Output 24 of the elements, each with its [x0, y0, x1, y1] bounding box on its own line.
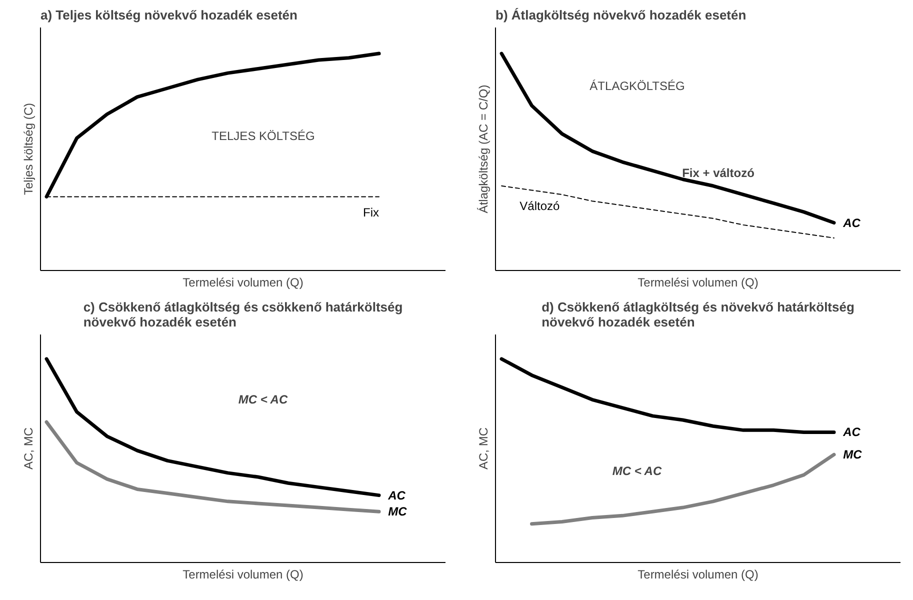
chart-title: d) Csökkenő átlagköltség és növekvő határköltség növekvő hozadék esetén — [542, 300, 854, 330]
series-label: AC — [842, 425, 861, 440]
chart-title: b) Átlagköltség növekvő hozadék esetén — [496, 8, 746, 22]
x-axis-title: Termelési volumen (Q) — [182, 568, 304, 582]
y-axis-title: Teljes költség (C) — [22, 102, 36, 196]
annotation: Fix + változó — [682, 166, 754, 180]
y-axis-title: AC, MC — [22, 427, 36, 470]
series-label: MC — [843, 448, 862, 462]
x-axis-title: Termelési volumen (Q) — [182, 276, 304, 290]
chart-title: a) Teljes költség növekvő hozadék esetén — [40, 8, 298, 22]
chart-title: c) Csökkenő átlagköltség és csökkenő határköltség növekvő hozadék esetén — [83, 300, 403, 330]
x-axis-title: Termelési volumen (Q) — [638, 568, 758, 582]
annotation: TELJES KÖLTSÉG — [212, 128, 315, 143]
series-label: Fix — [363, 205, 380, 220]
series-label: AC — [387, 488, 406, 502]
series-label: Változó — [520, 198, 560, 213]
series-label: AC — [842, 216, 861, 230]
annotation: ÁTLAGKÖLTSÉG — [590, 79, 685, 94]
x-axis-title: Termelési volumen (Q) — [638, 276, 758, 290]
y-axis-title: Átlagköltség (AC = C/Q) — [476, 84, 490, 214]
series-label: MC — [388, 504, 408, 519]
y-axis-title: AC, MC — [476, 427, 490, 470]
annotation: MC < AC — [612, 464, 662, 478]
annotation: MC < AC — [238, 392, 288, 407]
